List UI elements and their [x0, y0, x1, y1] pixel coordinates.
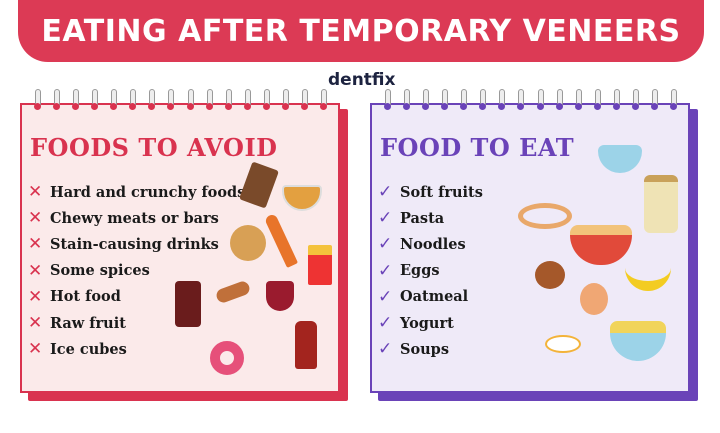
x-mark-icon: ✕	[28, 286, 43, 307]
spiral-ring	[460, 89, 468, 111]
donut-illustration	[210, 341, 244, 375]
list-item-label: Oatmeal	[400, 288, 469, 306]
list-item-label: Stain-causing drinks	[50, 235, 219, 253]
spiral-ring	[186, 89, 194, 111]
x-mark-icon: ✕	[28, 208, 43, 229]
x-mark-icon: ✕	[28, 260, 43, 281]
spiral-ring	[479, 89, 487, 111]
spiral-ring	[536, 89, 544, 111]
egg-illustration	[580, 283, 608, 315]
list-item-label: Chewy meats or bars	[50, 209, 219, 227]
x-mark-icon: ✕	[28, 339, 43, 360]
check-mark-icon: ✓	[378, 208, 393, 229]
title-banner: EATING AFTER TEMPORARY VENEERS	[18, 0, 704, 62]
logo: dentfix	[328, 70, 396, 90]
spiral-ring	[224, 89, 232, 111]
chicken-leg-illustration	[535, 261, 565, 289]
list-item-label: Hot food	[50, 288, 121, 306]
check-mark-icon: ✓	[378, 339, 393, 360]
list-item-label: Soft fruits	[400, 183, 483, 201]
list-item-label: Soups	[400, 340, 449, 358]
spiral-ring	[612, 89, 620, 111]
soda-illustration	[175, 281, 201, 327]
spiral-ring	[129, 89, 137, 111]
x-mark-icon: ✕	[28, 234, 43, 255]
spiral-ring	[403, 89, 411, 111]
list-item: ✕ Raw fruit	[28, 310, 245, 336]
list-item: ✓ Noodles	[378, 231, 483, 257]
list-item: ✕ Hard and crunchy foods	[28, 179, 245, 205]
spiral-ring	[281, 89, 289, 111]
list-item-label: Yogurt	[400, 314, 454, 332]
spiral-ring	[319, 89, 327, 111]
spiral-ring	[148, 89, 156, 111]
sauce-bottle-illustration	[295, 321, 317, 369]
spiral-ring	[91, 89, 99, 111]
soup-bowl-illustration	[610, 321, 666, 361]
spiral-ring	[593, 89, 601, 111]
spiral-ring	[517, 89, 525, 111]
check-mark-icon: ✓	[378, 234, 393, 255]
check-mark-icon: ✓	[378, 313, 393, 334]
wine-glass-illustration	[266, 281, 294, 311]
check-mark-icon: ✓	[378, 286, 393, 307]
list-item: ✓ Soft fruits	[378, 179, 483, 205]
check-mark-icon: ✓	[378, 182, 393, 203]
spiral-ring	[300, 89, 308, 111]
list-item-label: Pasta	[400, 209, 445, 227]
list-item: ✕ Chewy meats or bars	[28, 205, 245, 231]
page-title: EATING AFTER TEMPORARY VENEERS	[41, 13, 681, 49]
banana-illustration	[625, 263, 671, 291]
list-item: ✓ Eggs	[378, 258, 483, 284]
list-item: ✓ Pasta	[378, 205, 483, 231]
spiral-ring	[650, 89, 658, 111]
spiral-ring	[205, 89, 213, 111]
x-mark-icon: ✕	[28, 182, 43, 203]
spiral-ring	[669, 89, 677, 111]
spiral-ring	[498, 89, 506, 111]
list-item: ✕ Some spices	[28, 258, 245, 284]
spiral-ring	[34, 89, 41, 111]
list-item-label: Ice cubes	[50, 340, 127, 358]
spiral-ring	[72, 89, 80, 111]
list-item-label: Eggs	[400, 262, 440, 280]
check-mark-icon: ✓	[378, 260, 393, 281]
spiral-ring	[384, 89, 391, 111]
pasta-illustration	[518, 203, 572, 229]
jar-illustration	[644, 175, 678, 233]
list-item-label: Some spices	[50, 262, 150, 280]
x-mark-icon: ✕	[28, 313, 43, 334]
spiral-ring	[243, 89, 251, 111]
spiral-ring	[422, 89, 430, 111]
spiral-ring	[262, 89, 270, 111]
eat-heading: FOOD TO EAT	[380, 133, 575, 162]
avoid-notebook: FOODS TO AVOID ✕ Hard and crunchy foods ✕ C…	[20, 89, 348, 401]
list-item-label: Raw fruit	[50, 314, 126, 332]
list-item-label: Noodles	[400, 235, 466, 253]
eat-notebook: FOOD TO EAT ✓ Soft fruits ✓ Pasta ✓ Noodles ✓ E…	[370, 89, 698, 401]
list-item: ✕ Ice cubes	[28, 336, 245, 362]
cookie-illustration	[230, 225, 266, 261]
list-item: ✓ Oatmeal	[378, 284, 483, 310]
spiral-ring	[555, 89, 563, 111]
fries-illustration	[308, 245, 332, 285]
list-item: ✕ Hot food	[28, 284, 245, 310]
list-item: ✓ Soups	[378, 336, 483, 362]
list-item: ✓ Yogurt	[378, 310, 483, 336]
cracked-egg-illustration	[545, 335, 581, 353]
spiral-ring	[53, 89, 61, 111]
spiral-ring	[110, 89, 118, 111]
spiral-ring	[631, 89, 639, 111]
list-item: ✕ Stain-causing drinks	[28, 231, 245, 257]
avoid-heading: FOODS TO AVOID	[30, 133, 278, 162]
spiral-ring	[441, 89, 449, 111]
spiral-ring	[167, 89, 175, 111]
list-item-label: Hard and crunchy foods	[50, 183, 246, 201]
spiral-ring	[574, 89, 582, 111]
